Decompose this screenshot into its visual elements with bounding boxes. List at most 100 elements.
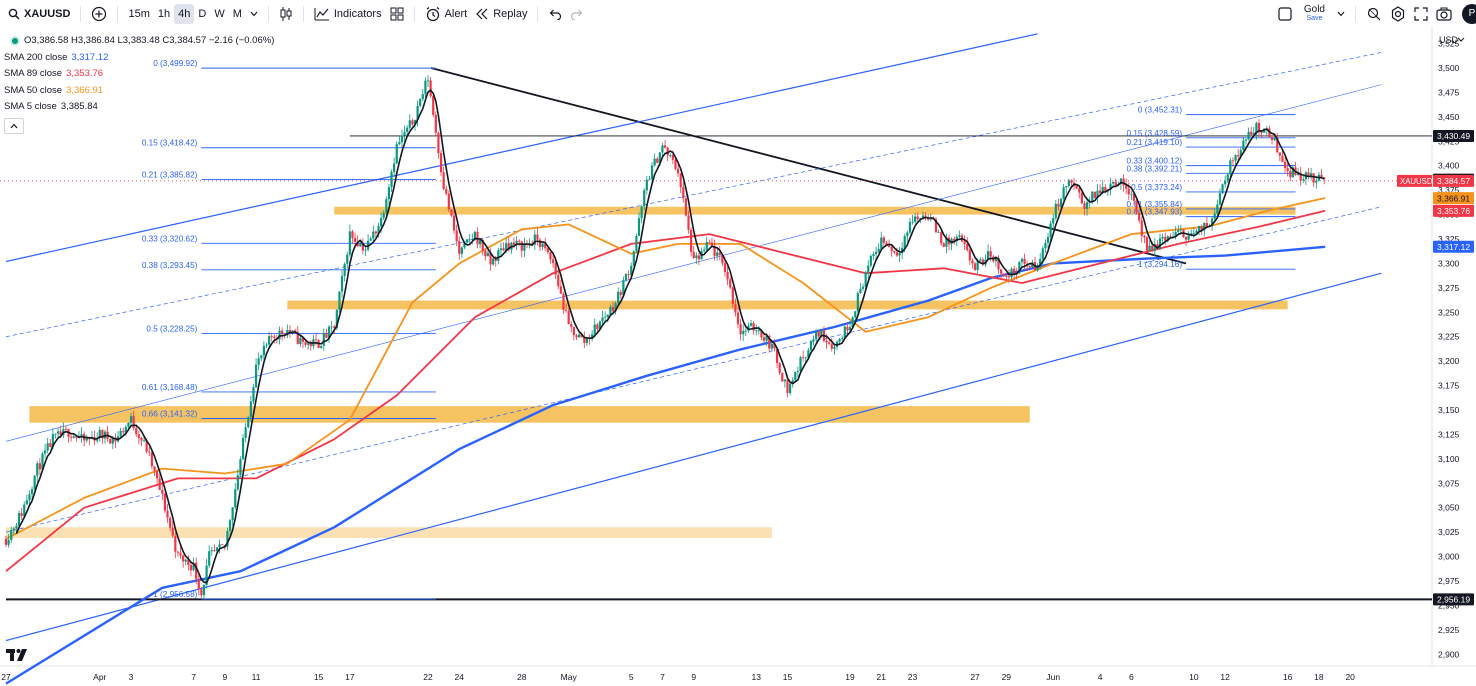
timeframe-1h[interactable]: 1h (157, 7, 171, 20)
price-tick-label: 3,375 (1438, 185, 1460, 195)
sma-5-polyline[interactable] (15, 89, 1325, 584)
sma-line[interactable] (5, 245, 1326, 685)
legend-collapse-button[interactable] (4, 117, 24, 134)
timeframe-4h[interactable]: 4h (174, 3, 195, 24)
candle-body (111, 437, 114, 444)
candle-body (195, 562, 198, 579)
timeframe-m[interactable]: M (232, 7, 242, 20)
currency-label[interactable]: USD (1439, 35, 1459, 45)
price-tick-label: 3,450 (1438, 112, 1460, 122)
timeframe-d[interactable]: D (198, 7, 207, 20)
price-tick-label: 2,900 (1438, 649, 1460, 659)
replay-button[interactable]: Replay (471, 4, 531, 24)
candle-body (562, 293, 565, 310)
time-axis[interactable]: 27 Apr 3 7 9 11 15 17 22 24 28 May 5 7 9 13 15 19 21 23 27 29… (1, 672, 1355, 682)
sma-label: SMA 50 close (4, 84, 63, 96)
zone-3350[interactable] (334, 206, 1296, 215)
candle-body (942, 243, 945, 247)
candle-body (1184, 237, 1188, 240)
candle-body (268, 336, 271, 345)
indicators-button[interactable]: Indicators (310, 4, 386, 24)
candle-body (1140, 220, 1143, 236)
zone-3015[interactable] (6, 527, 772, 539)
alert-button[interactable]: Alert (421, 4, 472, 24)
settings-button[interactable] (1386, 4, 1410, 24)
zone-3255[interactable] (287, 300, 1288, 310)
candle-body (833, 346, 836, 349)
candle-body (1289, 171, 1292, 178)
sma-line[interactable] (5, 197, 1326, 540)
candle-body (593, 324, 596, 335)
candle-body (1028, 266, 1031, 268)
candle-body (549, 252, 552, 260)
layout-dropdown[interactable] (1333, 4, 1349, 24)
candle-body (742, 331, 745, 335)
fib-level-label: 0.5 (3,228.25) (146, 325, 197, 334)
timeframe-dropdown[interactable] (246, 4, 262, 24)
candle-body (314, 339, 318, 341)
candle-body (757, 330, 760, 332)
time-tick-label: 27 (970, 672, 980, 682)
redo-button[interactable] (566, 4, 588, 24)
channel-dashed-lower[interactable] (5, 206, 1382, 533)
fullscreen-button[interactable] (1410, 4, 1432, 24)
price-badge-label: 3,353.76 (1437, 206, 1470, 216)
candle-body (80, 434, 83, 438)
price-chart[interactable]: 0 (3,499.92) 0.15 (3,418.42) 0.21 (3,385.8… (0, 27, 1476, 686)
market-status-icon (12, 38, 18, 45)
legend-sma-5[interactable]: SMA 5 close 3,385.84 (4, 99, 274, 116)
candle-body (101, 429, 104, 439)
candle-body (109, 438, 112, 444)
candle-body (424, 80, 427, 95)
legend-sma-200[interactable]: SMA 200 close 3,317.12 (4, 50, 274, 67)
candle-body (1065, 186, 1068, 188)
chevron-down-icon (250, 11, 258, 16)
price-badge-label: 3,384.57 (1437, 176, 1470, 186)
chevron-down-icon[interactable] (1457, 37, 1465, 42)
tradingview-logo[interactable] (6, 648, 30, 662)
candle-body (1085, 202, 1089, 209)
replay-icon (476, 8, 488, 19)
candle-body (994, 257, 997, 262)
candle-body (882, 237, 885, 243)
candle-body (70, 436, 73, 438)
candle-body (1083, 203, 1086, 209)
avatar[interactable]: P (1462, 3, 1476, 24)
channel-dashed-upper[interactable] (5, 52, 1382, 338)
legend-sma-89[interactable]: SMA 89 close 3,353.76 (4, 66, 274, 83)
candle-body (666, 147, 669, 156)
candle-body (458, 241, 461, 254)
candle-body (145, 440, 148, 452)
select-layout-button[interactable] (1274, 4, 1296, 24)
candle-body (1205, 222, 1209, 227)
add-symbol-button[interactable] (87, 4, 111, 24)
candle-body (140, 437, 143, 441)
channel-lower[interactable] (5, 272, 1382, 642)
channel-upper[interactable] (5, 33, 1038, 263)
toolbar-separator (117, 5, 119, 22)
candle-body (179, 552, 182, 556)
candle-body (33, 475, 36, 489)
time-tick-label: 5 (629, 672, 634, 682)
candle-body (471, 239, 474, 240)
candle-body (617, 291, 620, 304)
sma-label: SMA 89 close (4, 68, 63, 79)
candle-body (377, 226, 380, 234)
quick-search-button[interactable] (1362, 4, 1386, 24)
templates-button[interactable] (386, 4, 408, 24)
snapshot-button[interactable] (1432, 4, 1456, 24)
channel-mid[interactable] (5, 84, 1382, 442)
sma-value: 3,317.12 (71, 51, 109, 63)
price-tick-label: 3,050 (1438, 503, 1460, 513)
candle-body (1234, 155, 1237, 161)
triangle-downtrend[interactable] (430, 67, 1187, 265)
candle-body (864, 272, 867, 287)
timeframe-15m[interactable]: 15m (128, 7, 150, 20)
legend-sma-50[interactable]: SMA 50 close 3,366.91 (4, 83, 274, 100)
chart-type-button[interactable] (275, 4, 297, 24)
layout-name[interactable]: Gold Save (1304, 4, 1325, 23)
time-tick-label: 20 (1345, 672, 1355, 682)
symbol-search[interactable]: XAUUSD (4, 2, 74, 26)
undo-button[interactable] (544, 4, 566, 24)
timeframe-w[interactable]: W (214, 7, 225, 20)
